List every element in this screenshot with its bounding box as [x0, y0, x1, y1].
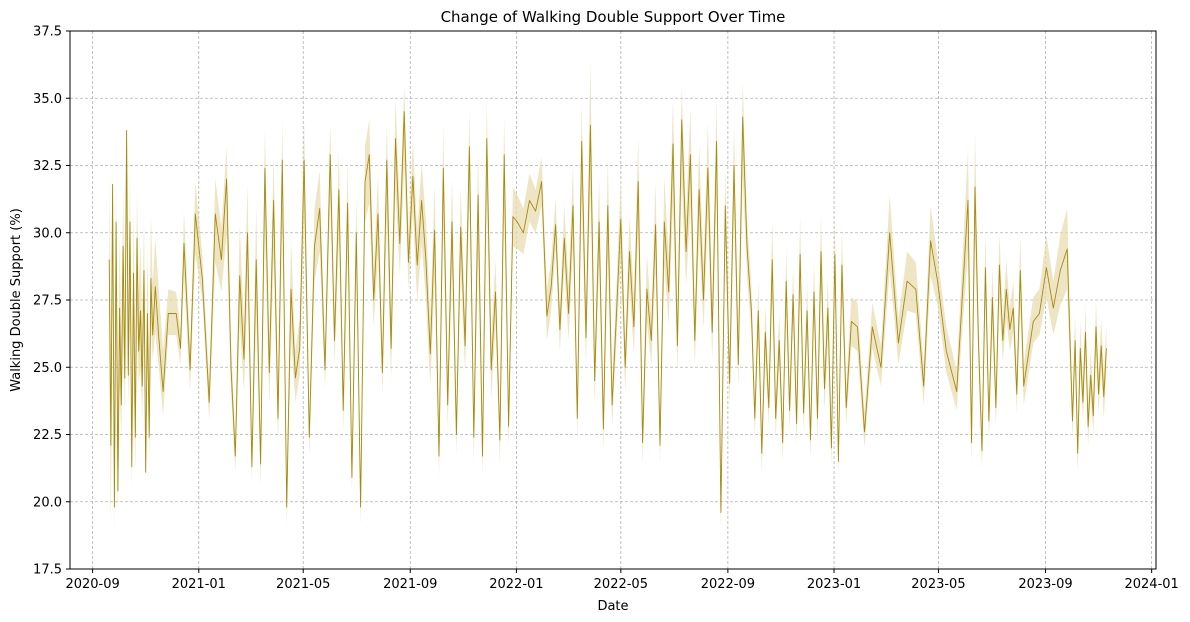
- x-tick-label: 2021-09: [383, 577, 437, 592]
- x-tick-label: 2020-09: [65, 577, 119, 592]
- y-tick-label: 20.0: [33, 495, 62, 510]
- x-tick-label: 2023-01: [807, 577, 861, 592]
- x-tick-label: 2022-01: [489, 577, 543, 592]
- x-tick-label: 2021-05: [276, 577, 330, 592]
- y-tick-label: 35.0: [33, 92, 62, 107]
- y-axis: 17.5 20.0 22.5 25.0 27.5 30.0 32.5 35.0 37.5: [33, 25, 70, 578]
- y-tick-label: 22.5: [33, 428, 62, 443]
- chart-title: Change of Walking Double Support Over Ti…: [441, 8, 786, 26]
- y-tick-label: 30.0: [33, 226, 62, 241]
- x-tick-label: 2021-01: [172, 577, 226, 592]
- x-tick-label: 2023-05: [911, 577, 965, 592]
- y-tick-label: 37.5: [33, 25, 62, 40]
- y-tick-label: 32.5: [33, 159, 62, 174]
- x-axis-title: Date: [597, 599, 628, 614]
- y-tick-label: 17.5: [33, 563, 62, 578]
- y-axis-title: Walking Double Support (%): [9, 208, 24, 392]
- x-tick-label: 2023-09: [1018, 577, 1072, 592]
- x-tick-label: 2024-01: [1124, 577, 1178, 592]
- confidence-band: [109, 60, 1107, 532]
- x-axis: 2020-09 2021-01 2021-05 2021-09 2022-01 2022-…: [65, 569, 1179, 592]
- confidence-band-area: [109, 60, 1107, 532]
- x-tick-label: 2022-05: [594, 577, 648, 592]
- series-line-group: [108, 111, 1107, 513]
- series-line: [108, 111, 1107, 513]
- y-tick-label: 25.0: [33, 361, 62, 376]
- y-tick-label: 27.5: [33, 294, 62, 309]
- x-tick-label: 2022-09: [701, 577, 755, 592]
